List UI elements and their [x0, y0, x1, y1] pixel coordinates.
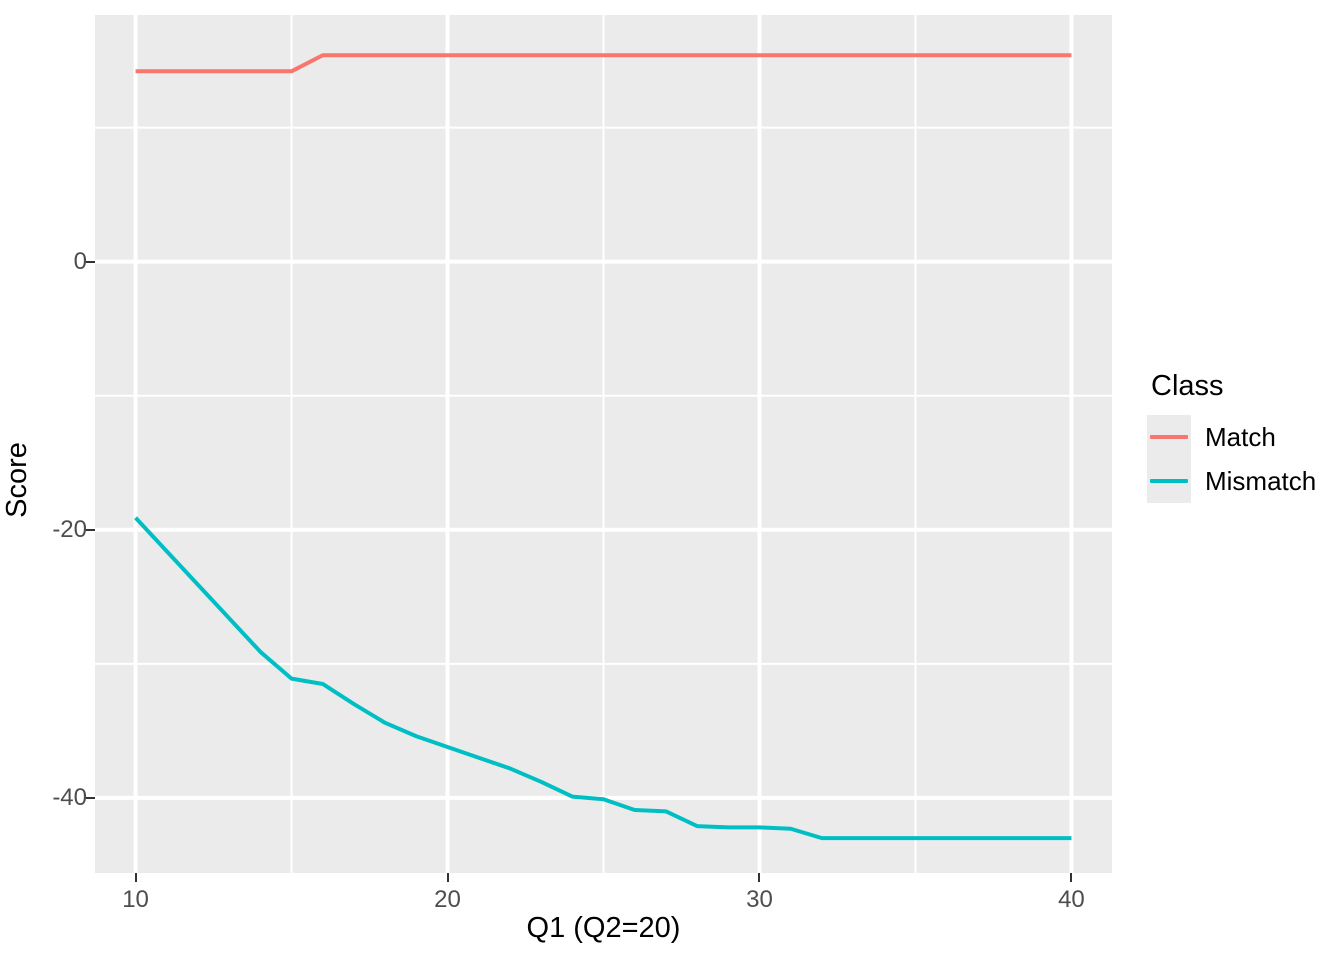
- x-tick-mark: [446, 873, 449, 882]
- minor-gridlines: [95, 15, 1112, 873]
- x-tick-mark: [758, 873, 761, 882]
- y-tick-label: -20: [52, 515, 87, 543]
- y-tick-mark: [86, 796, 95, 799]
- data-series-layer: [134, 53, 1072, 841]
- plot-canvas: [95, 15, 1112, 873]
- legend-line-icon: [1150, 435, 1188, 439]
- legend-title: Class: [1151, 370, 1224, 402]
- legend-item-label: Match: [1205, 421, 1276, 452]
- x-tick-label: 20: [434, 886, 461, 913]
- x-tick-mark: [134, 873, 137, 882]
- plot-panel: [95, 15, 1112, 873]
- legend-key-swatch: [1147, 459, 1191, 503]
- series-line-mismatch: [134, 516, 1072, 841]
- x-tick-label: 10: [122, 886, 149, 913]
- legend-line-icon: [1150, 479, 1188, 483]
- legend-items: Match Mismatch: [1147, 415, 1337, 503]
- legend: Class Match Mismatch: [1147, 372, 1337, 503]
- x-tick-mark: [1070, 873, 1073, 882]
- legend-key-swatch: [1147, 415, 1191, 459]
- legend-item-label: Mismatch: [1205, 465, 1317, 496]
- x-axis-title: Q1 (Q2=20): [526, 912, 681, 944]
- y-tick-label: 0: [73, 247, 87, 275]
- series-line-match: [135, 53, 1072, 74]
- y-axis-title: Score: [0, 442, 33, 518]
- legend-item-mismatch[interactable]: Mismatch: [1147, 459, 1337, 503]
- y-tick-mark: [86, 260, 95, 263]
- x-tick-label: 40: [1058, 886, 1085, 913]
- y-tick-label: -40: [52, 783, 87, 811]
- y-tick-mark: [86, 528, 95, 531]
- x-tick-label: 30: [746, 886, 773, 913]
- legend-item-match[interactable]: Match: [1147, 415, 1337, 459]
